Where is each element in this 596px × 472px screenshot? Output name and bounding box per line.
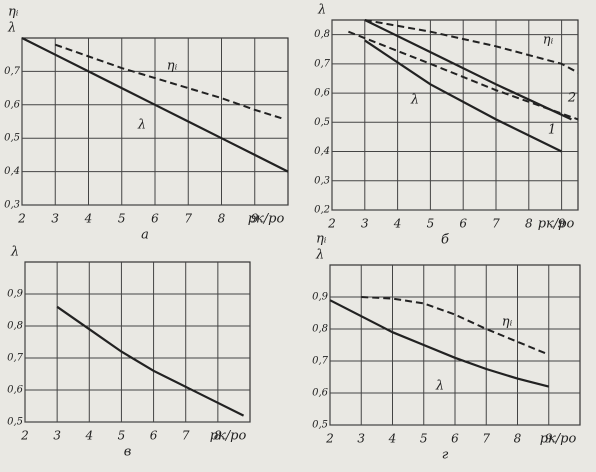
y-axis-label: ηᵢ [316,232,327,247]
y-axis-label: λ [317,3,326,18]
y-tick-label: 0,5 [312,420,328,431]
annotation: λ [410,93,419,108]
x-tick-label: 8 [214,429,222,443]
y-axis-label: ηᵢ [318,0,329,2]
x-tick-label: 2 [17,212,26,226]
x-tick-label: 4 [84,429,93,443]
y-tick-label: 0,5 [7,417,23,428]
data-line [348,30,579,121]
annotation: 2 [567,91,576,106]
y-tick-label: 0,3 [314,175,330,186]
y-tick-label: 0,4 [314,146,330,157]
y-tick-label: 0,5 [4,133,20,144]
x-tick-label: 9 [558,217,566,231]
data-line [329,299,550,388]
data-line [364,19,579,74]
x-tick-label: 9 [545,432,553,446]
data-line [54,43,282,120]
y-tick-label: 0,7 [7,353,24,364]
y-tick-label: 0,2 [314,205,330,216]
x-tick-label: 3 [53,429,61,443]
x-tick-label: 3 [357,432,365,446]
y-tick-label: 0,4 [4,166,20,177]
y-axis-label: λ [7,21,16,36]
x-tick-label: 7 [184,212,192,226]
x-axis-label: pк/pо [540,432,577,447]
y-axis-label: ηᵢ [8,5,19,20]
x-tick-label: 7 [492,217,500,231]
x-tick-label: 2 [327,217,336,231]
y-axis-label: λ [315,248,324,263]
annotation: 1 [548,123,556,138]
x-tick-label: 9 [251,212,259,226]
x-tick-label: 6 [150,429,158,443]
y-tick-label: 0,8 [314,29,330,40]
y-tick-label: 0,9 [7,289,24,300]
y-tick-label: 0,7 [314,58,331,69]
x-tick-label: 3 [51,212,59,226]
x-tick-label: 8 [218,212,226,226]
y-tick-label: 0,8 [7,321,23,332]
x-tick-label: 5 [118,429,126,443]
annotation: λ [435,379,444,394]
x-tick-label: 8 [514,432,522,446]
caption: г [442,448,449,463]
x-axis-label: pк/pо [538,217,575,232]
x-tick-label: 7 [182,429,190,443]
x-tick-label: 5 [420,432,428,446]
plot-frame [331,19,579,211]
x-tick-label: 8 [525,217,533,231]
data-line [364,39,563,153]
annotation: ηᵢ [543,33,554,48]
x-tick-label: 6 [151,212,159,226]
caption: а [141,228,149,243]
plot-frame [24,261,251,423]
caption: в [124,445,132,460]
annotation: ηᵢ [502,315,513,330]
x-tick-label: 4 [84,212,93,226]
data-line [21,37,289,173]
data-line [56,305,245,417]
annotation: ηᵢ [167,59,178,74]
x-axis-label: pк/pо [210,429,247,444]
annotation: λ [137,118,146,133]
caption: б [441,233,449,248]
x-tick-label: 3 [361,217,369,231]
x-tick-label: 4 [388,432,397,446]
y-tick-label: 0,3 [4,200,20,211]
y-tick-label: 0,6 [314,88,331,99]
x-tick-label: 5 [118,212,126,226]
x-tick-label: 4 [393,217,402,231]
y-tick-label: 0,9 [312,292,329,303]
data-line [364,19,572,121]
y-tick-label: 0,6 [312,388,329,399]
x-tick-label: 5 [427,217,435,231]
y-tick-label: 0,6 [4,99,21,110]
y-axis-label: λ [10,245,19,260]
x-tick-label: 7 [482,432,490,446]
x-tick-label: 2 [20,429,29,443]
x-tick-label: 6 [451,432,459,446]
y-tick-label: 0,7 [4,66,21,77]
x-tick-label: 6 [459,217,467,231]
y-tick-label: 0,5 [314,117,330,128]
x-tick-label: 2 [325,432,334,446]
y-tick-label: 0,6 [7,385,24,396]
x-axis-label: pк/pо [248,212,285,227]
y-tick-label: 0,8 [312,324,328,335]
y-tick-label: 0,7 [312,356,329,367]
